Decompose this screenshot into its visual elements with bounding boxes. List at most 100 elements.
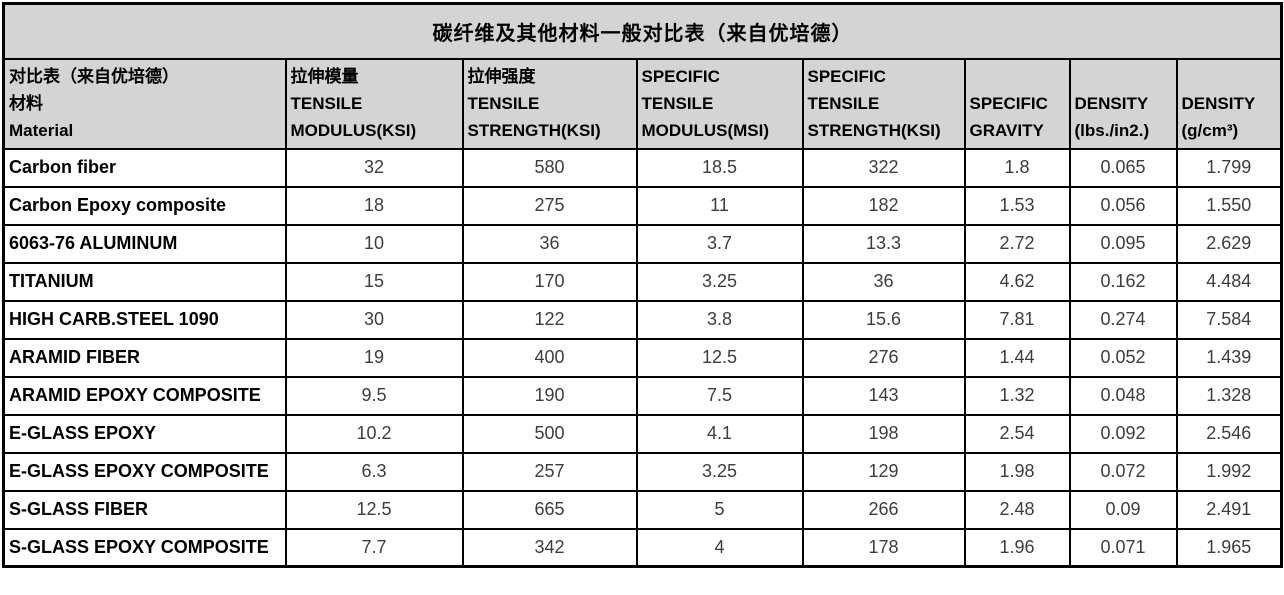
header-cell-density-lbs[interactable]: DENSITY (lbs./in2.) <box>1068 57 1178 150</box>
value-cell[interactable]: 30 <box>284 299 464 340</box>
value-cell[interactable]: 2.629 <box>1175 223 1283 264</box>
table-row: E-GLASS EPOXY 10.2 500 4.1 198 2.54 0.09… <box>2 413 1283 454</box>
value-cell[interactable]: 32 <box>284 147 464 188</box>
value-cell[interactable]: 400 <box>461 337 638 378</box>
header-cell-tensile-modulus[interactable]: 拉伸模量 TENSILE MODULUS(KSI) <box>284 57 464 150</box>
value-cell[interactable]: 0.09 <box>1068 489 1178 530</box>
value-cell[interactable]: 0.048 <box>1068 375 1178 416</box>
header-cell-tensile-strength[interactable]: 拉伸强度 TENSILE STRENGTH(KSI) <box>461 57 638 150</box>
title-row: 碳纤维及其他材料一般对比表（来自优培德） <box>2 2 1283 60</box>
header-cell-density-gcm3[interactable]: DENSITY (g/cm³) <box>1175 57 1283 150</box>
material-cell[interactable]: ARAMID FIBER <box>2 337 287 378</box>
value-cell[interactable]: 4.62 <box>963 261 1071 302</box>
value-cell[interactable]: 10 <box>284 223 464 264</box>
value-cell[interactable]: 9.5 <box>284 375 464 416</box>
value-cell[interactable]: 0.095 <box>1068 223 1178 264</box>
value-cell[interactable]: 13.3 <box>801 223 966 264</box>
header-cell-specific-gravity[interactable]: SPECIFIC GRAVITY <box>963 57 1071 150</box>
value-cell[interactable]: 0.072 <box>1068 451 1178 492</box>
value-cell[interactable]: 1.439 <box>1175 337 1283 378</box>
value-cell[interactable]: 36 <box>461 223 638 264</box>
value-cell[interactable]: 342 <box>461 527 638 568</box>
value-cell[interactable]: 4.484 <box>1175 261 1283 302</box>
value-cell[interactable]: 1.550 <box>1175 185 1283 226</box>
table-title[interactable]: 碳纤维及其他材料一般对比表（来自优培德） <box>2 2 1283 60</box>
value-cell[interactable]: 3.25 <box>635 261 804 302</box>
value-cell[interactable]: 5 <box>635 489 804 530</box>
value-cell[interactable]: 0.274 <box>1068 299 1178 340</box>
value-cell[interactable]: 143 <box>801 375 966 416</box>
value-cell[interactable]: 500 <box>461 413 638 454</box>
value-cell[interactable]: 1.328 <box>1175 375 1283 416</box>
value-cell[interactable]: 1.44 <box>963 337 1071 378</box>
value-cell[interactable]: 1.53 <box>963 185 1071 226</box>
value-cell[interactable]: 0.065 <box>1068 147 1178 188</box>
value-cell[interactable]: 0.071 <box>1068 527 1178 568</box>
value-cell[interactable]: 0.092 <box>1068 413 1178 454</box>
header-cell-material[interactable]: 对比表（来自优培德） 材料 Material <box>2 57 287 150</box>
material-cell[interactable]: ARAMID EPOXY COMPOSITE <box>2 375 287 416</box>
value-cell[interactable]: 2.491 <box>1175 489 1283 530</box>
material-cell[interactable]: TITANIUM <box>2 261 287 302</box>
value-cell[interactable]: 580 <box>461 147 638 188</box>
value-cell[interactable]: 122 <box>461 299 638 340</box>
material-cell[interactable]: 6063-76 ALUMINUM <box>2 223 287 264</box>
value-cell[interactable]: 322 <box>801 147 966 188</box>
material-cell[interactable]: Carbon Epoxy composite <box>2 185 287 226</box>
value-cell[interactable]: 2.546 <box>1175 413 1283 454</box>
value-cell[interactable]: 7.5 <box>635 375 804 416</box>
value-cell[interactable]: 1.965 <box>1175 527 1283 568</box>
value-cell[interactable]: 1.98 <box>963 451 1071 492</box>
value-cell[interactable]: 15.6 <box>801 299 966 340</box>
value-cell[interactable]: 12.5 <box>284 489 464 530</box>
value-cell[interactable]: 3.25 <box>635 451 804 492</box>
value-cell[interactable]: 266 <box>801 489 966 530</box>
value-cell[interactable]: 0.052 <box>1068 337 1178 378</box>
value-cell[interactable]: 257 <box>461 451 638 492</box>
value-cell[interactable]: 178 <box>801 527 966 568</box>
value-cell[interactable]: 170 <box>461 261 638 302</box>
header-cell-specific-tensile-strength[interactable]: SPECIFIC TENSILE STRENGTH(KSI) <box>801 57 966 150</box>
material-cell[interactable]: S-GLASS EPOXY COMPOSITE <box>2 527 287 568</box>
header-cell-specific-tensile-modulus[interactable]: SPECIFIC TENSILE MODULUS(MSI) <box>635 57 804 150</box>
value-cell[interactable]: 1.992 <box>1175 451 1283 492</box>
material-cell[interactable]: E-GLASS EPOXY <box>2 413 287 454</box>
value-cell[interactable]: 15 <box>284 261 464 302</box>
value-cell[interactable]: 7.584 <box>1175 299 1283 340</box>
value-cell[interactable]: 198 <box>801 413 966 454</box>
value-cell[interactable]: 665 <box>461 489 638 530</box>
material-cell[interactable]: S-GLASS FIBER <box>2 489 287 530</box>
value-cell[interactable]: 276 <box>801 337 966 378</box>
value-cell[interactable]: 1.8 <box>963 147 1071 188</box>
value-cell[interactable]: 3.8 <box>635 299 804 340</box>
value-cell[interactable]: 6.3 <box>284 451 464 492</box>
value-cell[interactable]: 0.056 <box>1068 185 1178 226</box>
material-cell[interactable]: Carbon fiber <box>2 147 287 188</box>
value-cell[interactable]: 1.96 <box>963 527 1071 568</box>
material-cell[interactable]: E-GLASS EPOXY COMPOSITE <box>2 451 287 492</box>
value-cell[interactable]: 0.162 <box>1068 261 1178 302</box>
materials-comparison-table: 碳纤维及其他材料一般对比表（来自优培德） 对比表（来自优培德） 材料 Mater… <box>2 2 1283 568</box>
value-cell[interactable]: 190 <box>461 375 638 416</box>
value-cell[interactable]: 10.2 <box>284 413 464 454</box>
value-cell[interactable]: 12.5 <box>635 337 804 378</box>
value-cell[interactable]: 4 <box>635 527 804 568</box>
value-cell[interactable]: 182 <box>801 185 966 226</box>
value-cell[interactable]: 7.81 <box>963 299 1071 340</box>
value-cell[interactable]: 2.54 <box>963 413 1071 454</box>
value-cell[interactable]: 129 <box>801 451 966 492</box>
value-cell[interactable]: 19 <box>284 337 464 378</box>
value-cell[interactable]: 4.1 <box>635 413 804 454</box>
value-cell[interactable]: 1.799 <box>1175 147 1283 188</box>
value-cell[interactable]: 18.5 <box>635 147 804 188</box>
value-cell[interactable]: 7.7 <box>284 527 464 568</box>
value-cell[interactable]: 2.72 <box>963 223 1071 264</box>
material-cell[interactable]: HIGH CARB.STEEL 1090 <box>2 299 287 340</box>
value-cell[interactable]: 11 <box>635 185 804 226</box>
value-cell[interactable]: 2.48 <box>963 489 1071 530</box>
value-cell[interactable]: 3.7 <box>635 223 804 264</box>
value-cell[interactable]: 18 <box>284 185 464 226</box>
value-cell[interactable]: 36 <box>801 261 966 302</box>
value-cell[interactable]: 275 <box>461 185 638 226</box>
value-cell[interactable]: 1.32 <box>963 375 1071 416</box>
